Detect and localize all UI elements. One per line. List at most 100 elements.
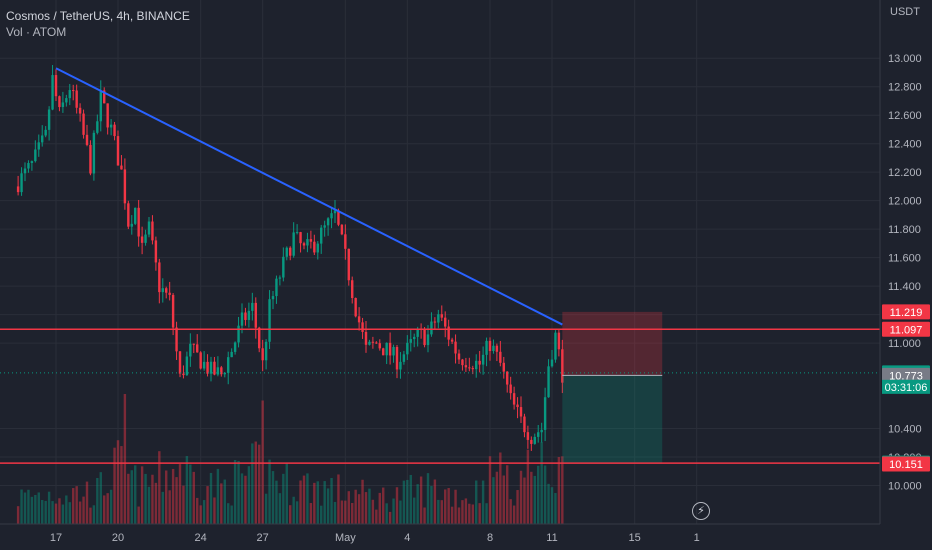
candle-body[interactable]: [261, 348, 264, 361]
candle-body[interactable]: [554, 332, 557, 360]
candle-body[interactable]: [492, 345, 495, 351]
candle-body[interactable]: [37, 142, 40, 150]
candle-body[interactable]: [44, 129, 47, 136]
candle-body[interactable]: [189, 343, 192, 357]
candle-body[interactable]: [481, 354, 485, 365]
candle-body[interactable]: [444, 317, 447, 327]
candle-body[interactable]: [120, 165, 123, 170]
candle-body[interactable]: [440, 314, 443, 318]
candle-body[interactable]: [251, 302, 254, 311]
candle-body[interactable]: [457, 353, 461, 360]
candle-body[interactable]: [485, 340, 488, 355]
candle-body[interactable]: [347, 248, 350, 281]
candle-body[interactable]: [82, 113, 85, 135]
candle-body[interactable]: [454, 341, 457, 354]
candle-body[interactable]: [54, 75, 58, 97]
candle-body[interactable]: [161, 288, 164, 293]
candle-body[interactable]: [537, 432, 540, 437]
candle-body[interactable]: [357, 316, 361, 323]
candle-body[interactable]: [561, 349, 564, 383]
candle-body[interactable]: [326, 218, 330, 226]
candle-body[interactable]: [23, 168, 27, 174]
candle-body[interactable]: [65, 98, 68, 103]
candle-body[interactable]: [461, 359, 464, 366]
candle-body[interactable]: [20, 173, 23, 193]
candle-body[interactable]: [185, 356, 189, 376]
candle-body[interactable]: [526, 432, 530, 440]
candle-body[interactable]: [392, 347, 395, 356]
candle-body[interactable]: [106, 103, 109, 128]
candle-body[interactable]: [192, 343, 195, 345]
candle-body[interactable]: [433, 321, 437, 323]
candle-body[interactable]: [220, 367, 223, 375]
candle-body[interactable]: [268, 299, 271, 342]
candle-body[interactable]: [254, 302, 257, 328]
candle-body[interactable]: [344, 234, 347, 249]
candle-body[interactable]: [61, 102, 65, 108]
candle-body[interactable]: [68, 90, 71, 99]
candle-body[interactable]: [523, 416, 526, 433]
candle-body[interactable]: [123, 169, 127, 204]
candle-body[interactable]: [237, 325, 240, 343]
candle-body[interactable]: [323, 225, 326, 228]
candle-body[interactable]: [244, 312, 247, 320]
candle-body[interactable]: [371, 341, 375, 343]
candle-body[interactable]: [116, 136, 120, 166]
candle-body[interactable]: [92, 132, 96, 174]
candle-body[interactable]: [395, 347, 399, 370]
candle-body[interactable]: [151, 221, 154, 241]
candle-body[interactable]: [275, 278, 278, 297]
candle-body[interactable]: [227, 357, 230, 373]
candle-body[interactable]: [144, 234, 147, 243]
candle-body[interactable]: [547, 366, 550, 398]
candle-body[interactable]: [450, 339, 454, 342]
candle-body[interactable]: [516, 404, 519, 408]
time-axis[interactable]: [0, 524, 932, 550]
candle-body[interactable]: [533, 436, 536, 444]
candle-body[interactable]: [368, 341, 371, 345]
candle-body[interactable]: [51, 75, 54, 110]
candle-body[interactable]: [182, 373, 185, 376]
candle-body[interactable]: [206, 361, 209, 374]
candle-body[interactable]: [306, 239, 309, 246]
candle-body[interactable]: [543, 397, 547, 430]
candle-body[interactable]: [430, 321, 433, 335]
candle-body[interactable]: [340, 224, 344, 235]
candle-body[interactable]: [168, 292, 171, 295]
candle-body[interactable]: [382, 348, 385, 356]
flash-icon[interactable]: ⚡: [692, 502, 710, 520]
take-profit-zone[interactable]: [562, 375, 663, 464]
candle-body[interactable]: [75, 90, 78, 108]
candle-body[interactable]: [530, 439, 533, 444]
candle-body[interactable]: [519, 407, 523, 417]
candle-body[interactable]: [302, 243, 306, 246]
candle-body[interactable]: [464, 365, 468, 368]
candle-body[interactable]: [361, 322, 364, 332]
candle-body[interactable]: [388, 342, 392, 356]
candle-body[interactable]: [209, 361, 213, 374]
candle-body[interactable]: [103, 90, 106, 104]
candle-body[interactable]: [413, 336, 416, 340]
candle-body[interactable]: [282, 256, 285, 278]
candle-body[interactable]: [295, 232, 299, 234]
candle-body[interactable]: [96, 121, 99, 133]
candle-body[interactable]: [557, 332, 561, 350]
candle-body[interactable]: [409, 339, 412, 343]
candle-body[interactable]: [333, 210, 337, 214]
candle-body[interactable]: [364, 331, 368, 345]
candle-body[interactable]: [351, 280, 354, 298]
candle-body[interactable]: [78, 107, 82, 114]
candle-body[interactable]: [202, 361, 206, 369]
trendline[interactable]: [55, 67, 563, 326]
candle-body[interactable]: [330, 213, 333, 219]
candle-body[interactable]: [402, 354, 406, 362]
candle-body[interactable]: [30, 161, 34, 164]
candle-body[interactable]: [178, 351, 182, 374]
candle-body[interactable]: [437, 314, 440, 323]
candle-body[interactable]: [175, 327, 178, 352]
candle-body[interactable]: [375, 342, 378, 344]
candle-body[interactable]: [550, 359, 554, 367]
candle-body[interactable]: [499, 351, 502, 363]
candle-body[interactable]: [85, 134, 89, 145]
